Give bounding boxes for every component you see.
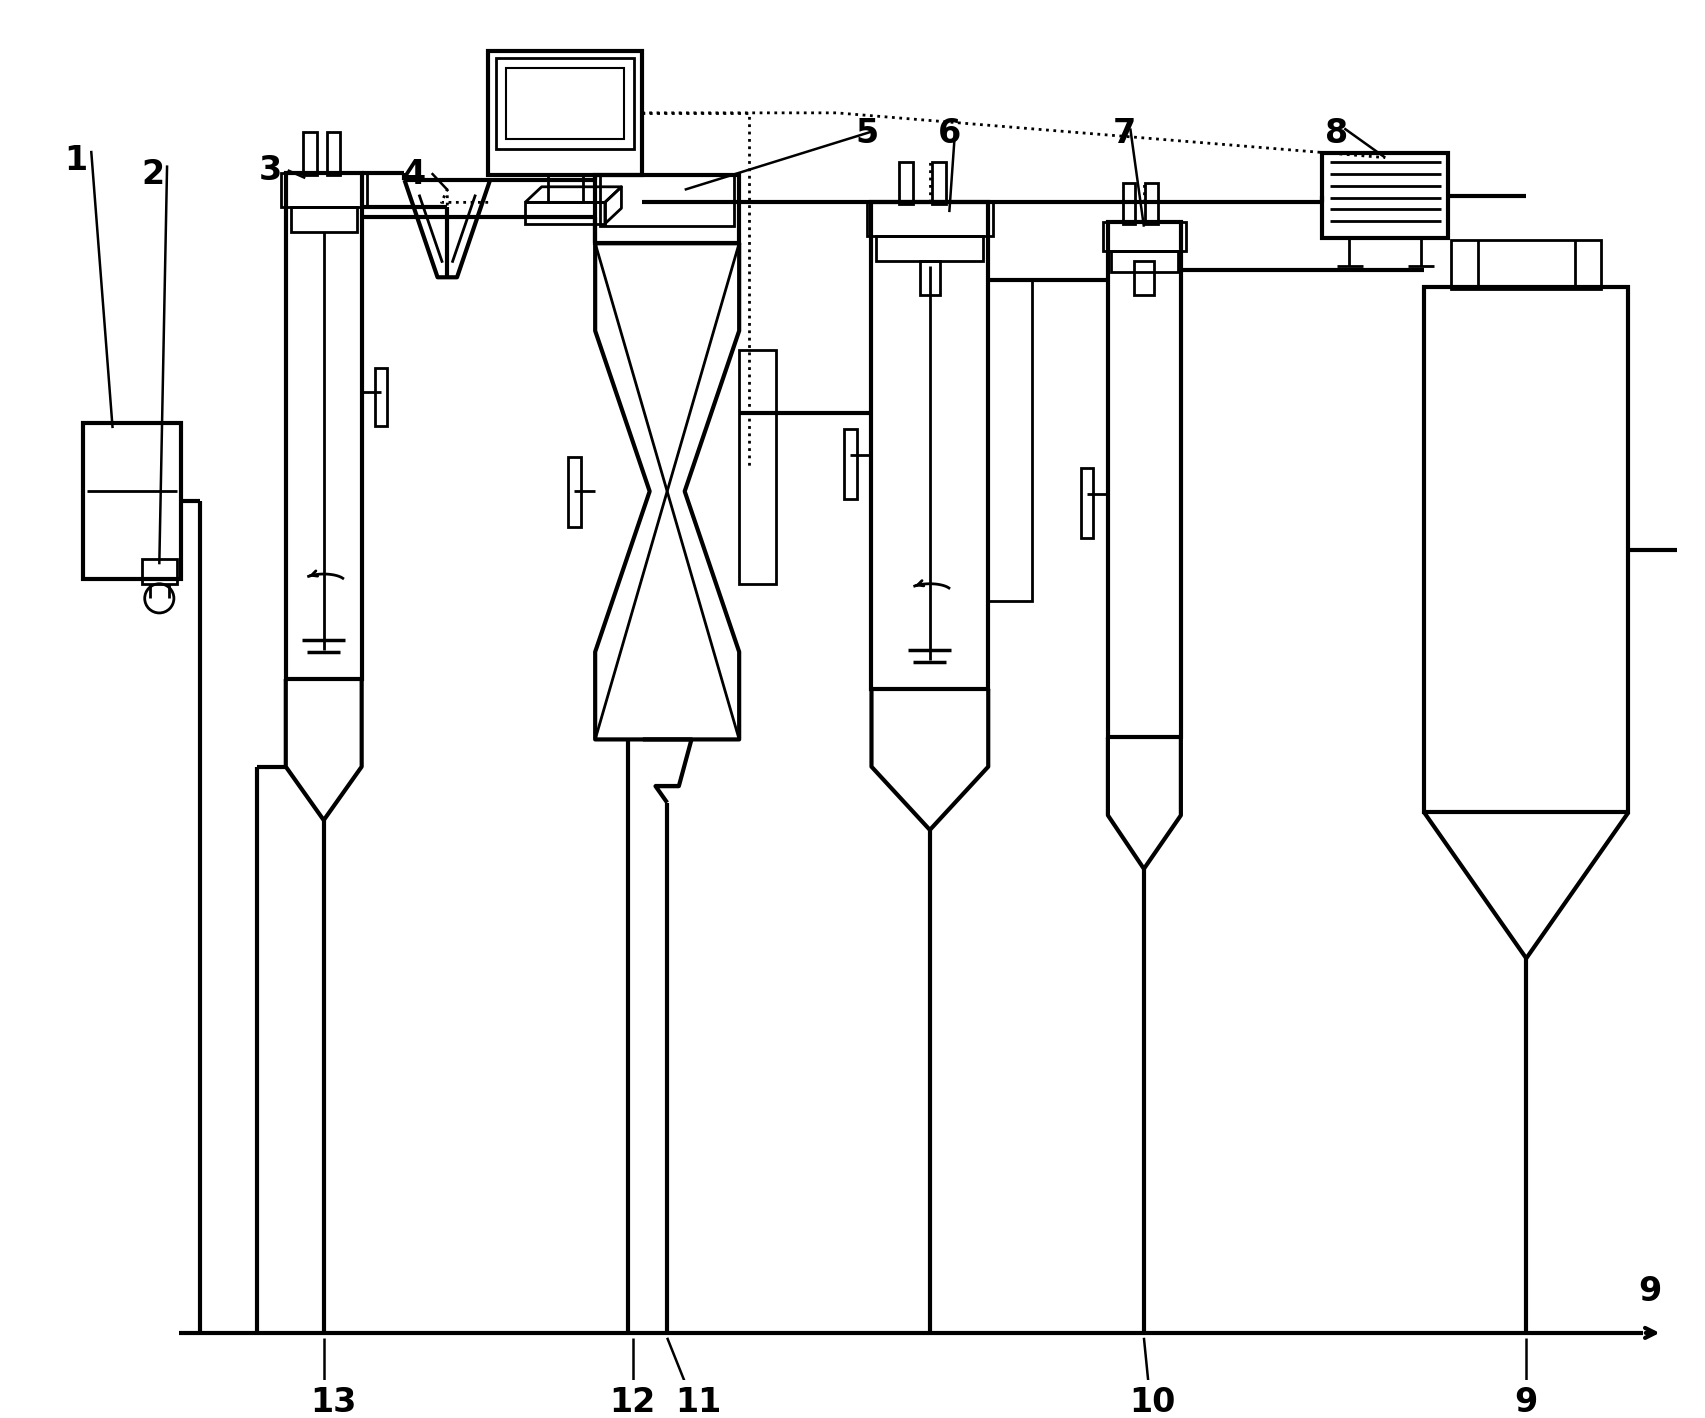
Bar: [866, 203, 992, 237]
Text: 10: 10: [1129, 1387, 1175, 1418]
Text: 9: 9: [1514, 1387, 1536, 1418]
Bar: [142, 560, 177, 584]
Bar: [290, 207, 356, 231]
Bar: [1424, 286, 1628, 813]
Bar: [1122, 183, 1134, 224]
Bar: [600, 176, 733, 225]
Bar: [738, 350, 776, 584]
Text: 1: 1: [63, 145, 87, 177]
Bar: [303, 132, 317, 176]
Bar: [876, 237, 982, 261]
Bar: [1107, 221, 1180, 737]
Text: 7: 7: [1112, 116, 1136, 150]
Bar: [525, 203, 605, 224]
Bar: [286, 173, 361, 679]
Bar: [931, 162, 946, 204]
Text: 6: 6: [938, 116, 960, 150]
Text: 8: 8: [1325, 116, 1347, 150]
Text: 5: 5: [854, 116, 878, 150]
Text: 11: 11: [675, 1387, 721, 1418]
Bar: [844, 430, 856, 499]
Bar: [1110, 251, 1176, 272]
Text: 9: 9: [1637, 1275, 1661, 1307]
Bar: [1134, 261, 1153, 295]
Text: 2: 2: [142, 157, 165, 190]
Bar: [568, 457, 580, 527]
Bar: [326, 132, 339, 176]
Bar: [375, 367, 387, 427]
Bar: [505, 68, 624, 139]
Bar: [281, 173, 367, 207]
Text: 12: 12: [609, 1387, 655, 1418]
Bar: [899, 162, 912, 204]
Bar: [1079, 468, 1093, 537]
Bar: [488, 51, 641, 176]
Bar: [871, 203, 987, 689]
Text: 13: 13: [310, 1387, 356, 1418]
Bar: [496, 58, 634, 149]
Bar: [919, 261, 939, 295]
Bar: [1321, 153, 1448, 238]
Bar: [1144, 183, 1158, 224]
Bar: [1451, 240, 1601, 289]
Text: 3: 3: [259, 153, 281, 187]
Text: 4: 4: [402, 157, 426, 190]
Bar: [987, 281, 1032, 601]
Bar: [1103, 221, 1185, 251]
Bar: [547, 176, 581, 203]
Bar: [595, 176, 738, 244]
Bar: [84, 423, 181, 579]
